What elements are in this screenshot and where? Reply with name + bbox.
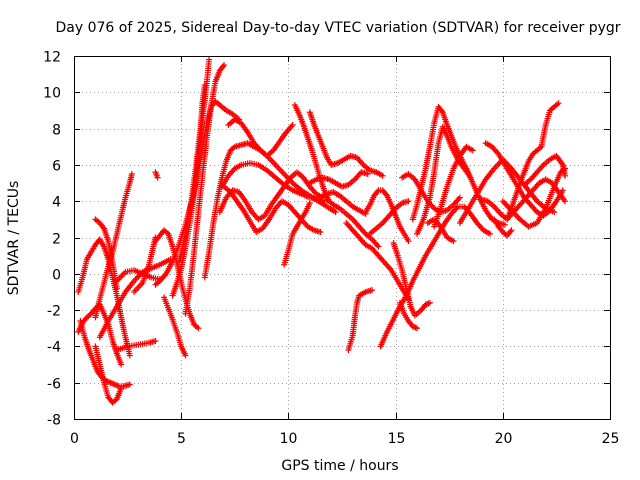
y-tick-label: 2	[52, 232, 61, 248]
series-arc-42	[478, 176, 568, 223]
data-point	[201, 82, 208, 89]
series-arc-25	[306, 169, 371, 190]
series-arc-09	[113, 267, 163, 285]
data-point	[154, 174, 161, 181]
series-arc-43	[504, 100, 562, 223]
data-point	[289, 121, 296, 128]
y-tick-labels: -8 -6 -4 -2 0 2 4 6 8 10 12	[43, 50, 61, 429]
series-arc-45	[521, 152, 568, 188]
series-arc-08	[113, 337, 159, 354]
data-point	[507, 228, 514, 235]
data-point	[382, 191, 389, 198]
data-point	[559, 187, 566, 194]
data-point	[555, 100, 562, 107]
series-arc-05	[92, 170, 135, 321]
series-arc-38	[431, 143, 476, 230]
series-arc-26	[317, 189, 369, 217]
data-point	[195, 325, 202, 332]
data-point	[206, 56, 213, 63]
data-point	[369, 287, 376, 294]
data-point	[332, 209, 339, 216]
series-arc-30	[362, 187, 412, 245]
series-arc-32	[377, 203, 493, 350]
series-arc-33	[390, 239, 433, 319]
data-point	[375, 243, 382, 250]
data-point	[467, 174, 474, 181]
series-arc-04	[92, 343, 125, 406]
x-tick-labels: 0 5 10 15 20 25	[70, 431, 619, 447]
data-point	[118, 385, 125, 392]
data-point	[450, 238, 457, 245]
data-point	[405, 198, 412, 205]
series-arc-16	[176, 82, 208, 265]
data-point	[306, 200, 313, 207]
data-point	[438, 107, 445, 114]
data-point	[456, 194, 463, 201]
y-tick-label: -2	[47, 304, 61, 320]
series-arc-46	[491, 216, 515, 239]
data-point	[469, 147, 476, 154]
series-arc-03	[75, 236, 133, 359]
series-arc-31	[366, 198, 412, 237]
x-tick-label: 10	[280, 431, 298, 447]
data-point	[374, 188, 381, 195]
y-tick-label: 8	[52, 123, 61, 139]
series-arc-07	[96, 256, 174, 341]
series-arc-37	[414, 123, 474, 237]
x-tick-label: 20	[495, 431, 513, 447]
y-axis-label: SDTVAR / TECUs	[6, 181, 22, 296]
data-point	[405, 238, 412, 245]
y-tick-label: 0	[52, 268, 61, 284]
grid	[74, 56, 610, 419]
data-point	[126, 381, 133, 388]
series-arc-39	[424, 216, 457, 245]
data-point	[221, 62, 228, 69]
series-arc-12	[152, 227, 202, 332]
data-point	[551, 209, 558, 216]
data-point	[379, 172, 386, 179]
data-points	[75, 56, 568, 406]
data-point	[486, 230, 493, 237]
series-arc-34	[396, 299, 421, 332]
x-tick-label: 25	[602, 431, 620, 447]
data-point	[152, 337, 159, 344]
data-point	[182, 352, 189, 359]
y-tick-label: -6	[47, 377, 61, 393]
data-point	[501, 221, 508, 228]
series-arc-14	[161, 294, 189, 359]
data-point	[220, 63, 227, 70]
x-tick-label: 5	[177, 431, 186, 447]
y-tick-label: 12	[43, 50, 61, 66]
y-tick-label: 6	[52, 159, 61, 175]
data-point	[426, 299, 433, 306]
data-point	[561, 172, 568, 179]
data-point	[99, 224, 106, 231]
data-point	[317, 229, 324, 236]
series-arc-23	[281, 200, 313, 268]
y-tick-label: -4	[47, 340, 61, 356]
series-arc-17	[182, 62, 228, 317]
series-arc-06	[92, 216, 120, 292]
data-point	[561, 198, 568, 205]
data-point	[128, 170, 135, 177]
x-axis-label: GPS time / hours	[281, 458, 398, 474]
y-tick-label: 10	[43, 86, 61, 102]
data-point	[414, 325, 421, 332]
data-point	[113, 285, 120, 292]
y-tick-label: 4	[52, 195, 61, 211]
series-arc-20	[225, 116, 296, 159]
series-arc-13	[152, 169, 161, 181]
x-tick-label: 0	[70, 431, 79, 447]
y-tick-label: -8	[47, 413, 61, 429]
series-arc-27	[306, 109, 386, 179]
x-tick-label: 15	[388, 431, 406, 447]
data-point	[118, 361, 125, 368]
axis-ticks	[74, 56, 611, 420]
chart-title: Day 076 of 2025, Sidereal Day-to-day VTE…	[55, 20, 620, 36]
series-arc-44	[499, 165, 568, 230]
series-arc-29	[345, 287, 376, 354]
data-point	[126, 352, 133, 359]
data-point	[508, 227, 515, 234]
